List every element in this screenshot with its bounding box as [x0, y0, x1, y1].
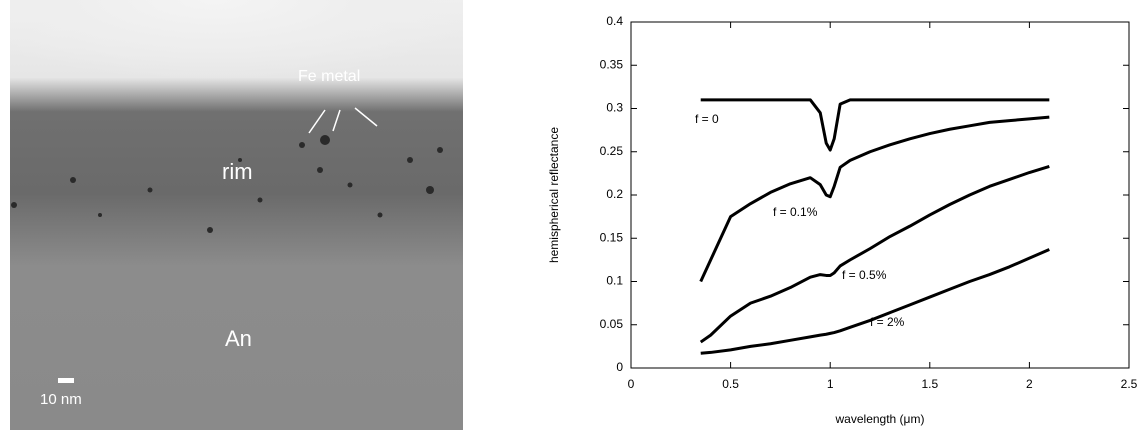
series-line	[699, 165, 1050, 344]
x-tick-label: 0.5	[722, 377, 739, 391]
arrows	[308, 107, 378, 134]
x-tick-label: 2.5	[1121, 377, 1138, 391]
y-tick-label: 0.2	[606, 187, 623, 201]
rim-label: rim	[222, 159, 253, 184]
y-tick-label: 0.4	[606, 14, 623, 28]
tem-image: Fe metal rim An 10 nm	[10, 0, 463, 430]
series-line	[699, 115, 1050, 283]
y-tick-label: 0.1	[606, 274, 623, 288]
y-tick-label: 0.35	[600, 57, 624, 71]
series-line	[700, 98, 1050, 152]
scale-bar	[58, 378, 74, 383]
x-tick-label: 2	[1026, 377, 1033, 391]
series-label: f = 0.5%	[842, 268, 887, 282]
x-tick-label: 1	[827, 377, 834, 391]
x-tick-label: 1.5	[921, 377, 938, 391]
fe-metal-label: Fe metal	[298, 68, 360, 85]
series-label: f = 0	[695, 112, 719, 126]
scale-bar-label: 10 nm	[40, 391, 82, 408]
y-tick-label: 0.3	[606, 101, 623, 115]
series-line	[700, 248, 1050, 355]
y-tick-label: 0.25	[600, 144, 624, 158]
y-axis-label: hemispherical reflectance	[547, 127, 561, 263]
series-label: f = 2%	[870, 315, 905, 329]
y-tick-label: 0.15	[600, 230, 624, 244]
x-tick-label: 0	[628, 377, 635, 391]
y-tick-label: 0.05	[600, 317, 624, 331]
x-axis-label: wavelength (μm)	[835, 412, 925, 426]
bright-region	[10, 0, 463, 132]
particles	[11, 135, 443, 233]
an-label: An	[225, 326, 252, 351]
series-label: f = 0.1%	[773, 205, 818, 219]
y-tick-label: 0	[616, 360, 623, 374]
